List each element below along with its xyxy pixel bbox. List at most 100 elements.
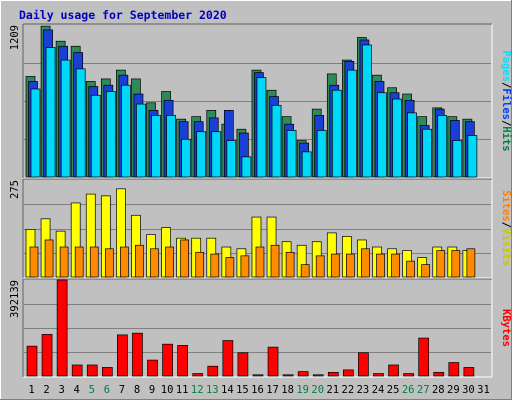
top-bar-pages-day-17 [271, 104, 282, 178]
middle-bar-sites-day-14 [225, 257, 235, 278]
x-tick-label-day-18: 18 [281, 384, 294, 396]
top-legend-hits-entry: Hits [500, 126, 512, 151]
bottom-bar-kbytes-day-29 [448, 362, 460, 377]
middle-bar-sites-day-23 [361, 248, 370, 278]
x-tick-label-day-22: 22 [342, 384, 355, 396]
middle-legend: Sites/Visits [500, 190, 512, 266]
middle-legend-visits-entry: Visits [500, 228, 512, 266]
bottom-bar-kbytes-day-26 [403, 373, 414, 377]
x-tick-label-day-13: 13 [206, 384, 219, 396]
bottom-bar-kbytes-day-1 [26, 345, 38, 377]
bottom-bar-kbytes-day-14 [222, 340, 234, 377]
top-legend-files-entry: Files [500, 88, 512, 120]
top-bar-pages-day-26 [407, 112, 417, 178]
top-bar-pages-day-27 [422, 128, 433, 178]
top-bar-pages-day-18 [286, 130, 297, 178]
top-bar-pages-day-13 [211, 131, 222, 178]
bottom-bar-kbytes-day-9 [147, 359, 158, 377]
middle-bar-sites-day-28 [436, 250, 446, 278]
top-bar-pages-day-4 [75, 68, 86, 178]
x-tick-label-day-29: 29 [447, 384, 460, 396]
x-tick-label-day-16: 16 [251, 384, 264, 396]
bottom-bar-kbytes-day-6 [101, 367, 113, 377]
middle-bar-sites-day-5 [89, 246, 99, 278]
middle-legend--entry: / [500, 222, 512, 228]
x-tick-label-day-26: 26 [402, 384, 415, 396]
x-tick-label-day-25: 25 [387, 384, 400, 396]
bottom-bar-kbytes-day-2 [41, 334, 53, 377]
top-bar-pages-day-25 [392, 98, 402, 178]
middle-bar-sites-day-16 [255, 246, 265, 278]
x-tick-label-day-14: 14 [221, 384, 234, 396]
bottom-bar-kbytes-day-25 [388, 364, 399, 377]
top-bar-pages-day-28 [437, 115, 448, 178]
top-legend-pages-entry: Pages [500, 50, 512, 82]
x-tick-label-day-6: 6 [104, 384, 110, 396]
bottom-bar-kbytes-day-8 [132, 332, 143, 377]
middle-bar-sites-day-17 [270, 244, 280, 278]
top-bar-pages-day-21 [331, 89, 342, 178]
bottom-bar-kbytes-day-23 [358, 352, 369, 377]
top-legend: Pages/Files/Hits [500, 50, 512, 151]
top-bar-pages-day-20 [316, 130, 327, 178]
top-bar-pages-day-30 [467, 135, 478, 178]
bottom-bar-kbytes-day-27 [418, 337, 430, 377]
bottom-bar-kbytes-day-12 [192, 373, 204, 377]
bottom-bar-kbytes-day-22 [343, 369, 354, 377]
middle-bar-sites-day-24 [376, 253, 385, 278]
top-bar-pages-day-14 [226, 140, 237, 178]
middle-bar-sites-day-29 [451, 250, 461, 278]
top-bar-pages-day-24 [377, 92, 387, 178]
x-tick-label-day-9: 9 [149, 384, 155, 396]
middle-bar-sites-day-21 [330, 253, 340, 278]
bottom-bar-kbytes-day-3 [56, 279, 68, 377]
middle-legend-sites-entry: Sites [500, 190, 512, 222]
bottom-y-max-label: 392139 [9, 280, 21, 318]
x-tick-label-day-7: 7 [119, 384, 125, 396]
x-tick-label-day-5: 5 [89, 384, 95, 396]
top-bar-pages-day-7 [121, 84, 131, 178]
bottom-bar-kbytes-day-24 [373, 373, 384, 377]
middle-bar-sites-day-2 [44, 239, 54, 278]
top-bar-pages-day-5 [90, 94, 101, 178]
bottom-bar-kbytes-day-10 [162, 343, 173, 377]
x-tick-label-day-4: 4 [74, 384, 80, 396]
x-tick-label-day-11: 11 [176, 384, 189, 396]
middle-bar-sites-day-15 [240, 255, 250, 278]
middle-bar-sites-day-3 [59, 246, 69, 278]
x-tick-label-day-20: 20 [311, 384, 324, 396]
bottom-bar-kbytes-day-28 [433, 371, 445, 377]
top-bar-pages-day-1 [30, 88, 41, 178]
x-tick-label-day-8: 8 [134, 384, 140, 396]
top-bar-pages-day-22 [347, 69, 357, 178]
middle-bar-sites-day-1 [29, 246, 39, 278]
middle-bar-sites-day-11 [180, 239, 189, 278]
middle-bar-sites-day-22 [346, 253, 355, 278]
x-tick-label-day-21: 21 [326, 384, 339, 396]
x-tick-label-day-1: 1 [28, 384, 34, 396]
middle-bar-sites-day-8 [135, 244, 144, 278]
middle-bar-sites-day-30 [466, 248, 476, 278]
bottom-legend-kbytes-entry: KBytes [500, 309, 512, 347]
bottom-bar-kbytes-day-18 [282, 374, 294, 377]
x-tick-label-day-12: 12 [191, 384, 204, 396]
top-bar-pages-day-15 [241, 156, 252, 178]
middle-bar-sites-day-12 [195, 251, 205, 278]
bottom-bar-kbytes-day-5 [86, 364, 98, 377]
bottom-bar-kbytes-day-17 [267, 346, 279, 377]
middle-bar-sites-day-25 [391, 253, 400, 278]
bottom-bar-kbytes-day-15 [237, 352, 249, 377]
middle-bar-sites-day-18 [285, 251, 295, 278]
bottom-bar-kbytes-day-11 [177, 345, 188, 377]
bottom-bar-kbytes-day-20 [312, 374, 324, 377]
bottom-bar-kbytes-day-19 [297, 371, 309, 377]
x-tick-label-day-23: 23 [357, 384, 370, 396]
middle-bar-sites-day-9 [150, 248, 159, 278]
bottom-bar-kbytes-day-7 [117, 334, 128, 377]
top-bar-pages-day-8 [136, 103, 146, 178]
bottom-bar-kbytes-day-21 [327, 371, 339, 377]
x-tick-label-day-28: 28 [432, 384, 445, 396]
bottom-bar-kbytes-day-16 [252, 374, 264, 377]
